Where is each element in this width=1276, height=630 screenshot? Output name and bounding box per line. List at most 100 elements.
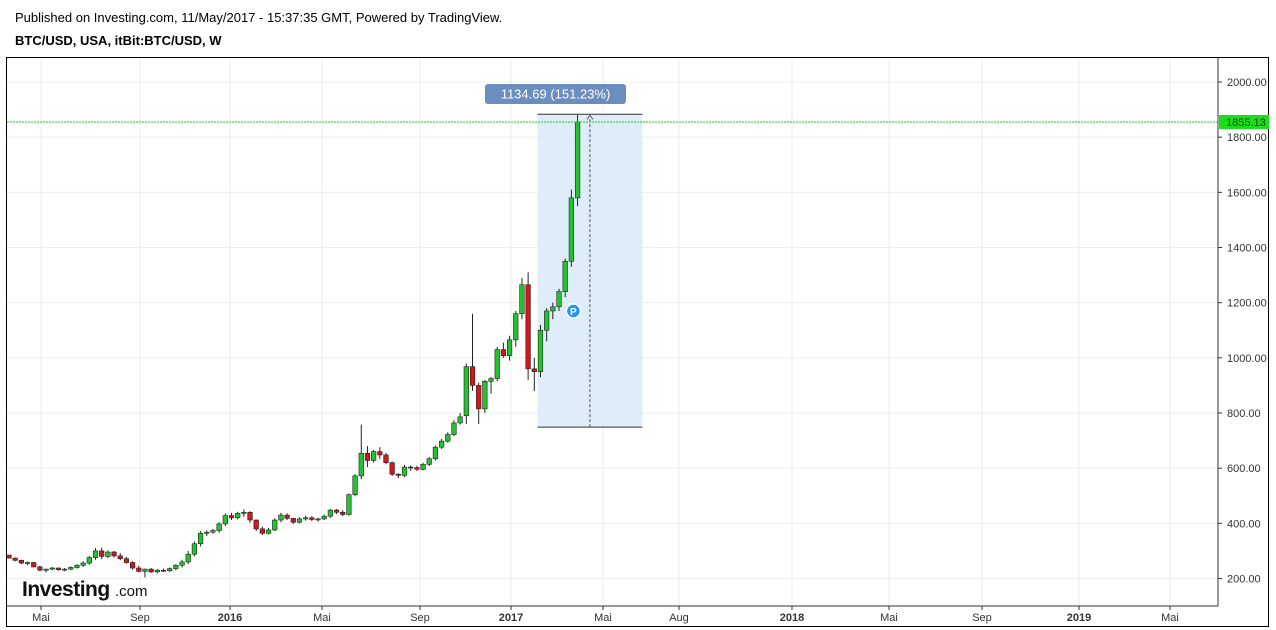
- candle-up: [371, 451, 377, 461]
- candle-up: [24, 562, 31, 564]
- candle-down: [247, 512, 253, 521]
- marker-icon: [565, 303, 582, 319]
- candle-up: [426, 458, 432, 465]
- candle-down: [148, 568, 154, 573]
- candle-down: [130, 562, 136, 569]
- candle-up: [197, 532, 204, 545]
- candle-down: [123, 558, 130, 563]
- candle-down: [408, 466, 414, 469]
- candle-down: [111, 551, 117, 557]
- axes: 2000.00 1800.00 1600.00 1400.00 1200.00 1000.…: [7, 58, 1269, 624]
- y-tick-label: 1200.00: [1227, 298, 1267, 310]
- x-tick-label: Mai: [313, 612, 331, 624]
- candle-up: [358, 452, 364, 477]
- candle-up: [327, 509, 333, 517]
- candle-down: [333, 509, 340, 513]
- marker-label: P: [570, 307, 577, 318]
- candle-down: [18, 559, 24, 564]
- x-tick-label: Sep: [410, 612, 430, 624]
- y-tick-label: 1400.00: [1227, 243, 1267, 255]
- x-tick-label: Sep: [130, 612, 150, 624]
- candle-up: [321, 515, 327, 520]
- logo-domain: .com: [115, 583, 148, 600]
- candle-up: [265, 529, 272, 534]
- candle-up: [556, 291, 562, 308]
- x-tick-label: Mai: [880, 612, 898, 624]
- candle-up: [550, 306, 556, 312]
- candle-down: [309, 517, 315, 520]
- candle-up: [482, 380, 488, 410]
- x-tick-label: 2018: [780, 612, 804, 624]
- candle-down: [228, 515, 235, 519]
- candle-down: [377, 451, 383, 456]
- candle-up: [154, 569, 160, 573]
- y-tick-label: 1000.00: [1227, 353, 1267, 365]
- candle-down: [259, 528, 265, 534]
- candle-up: [210, 530, 216, 533]
- candle-up: [179, 561, 185, 566]
- chart-frame[interactable]: [6, 57, 1269, 627]
- candle-up: [235, 513, 241, 519]
- candle-up: [544, 310, 550, 331]
- candle-up: [272, 519, 278, 531]
- candle-down: [99, 550, 105, 557]
- candle-up: [488, 378, 494, 382]
- measure-label: 1134.69 (151.23%): [501, 87, 611, 102]
- candle-down: [12, 557, 18, 561]
- candle-down: [340, 512, 346, 515]
- x-tick-label: Sep: [972, 612, 992, 624]
- x-tick-label: Mai: [1161, 612, 1179, 624]
- candle-up: [173, 564, 179, 569]
- candle-up: [494, 349, 500, 379]
- candle-up: [519, 284, 525, 315]
- candle-up: [401, 466, 408, 476]
- candle-up: [568, 197, 574, 262]
- x-tick-label: Aug: [669, 612, 689, 624]
- candle-down: [395, 473, 401, 476]
- candle-up: [86, 557, 92, 564]
- candle-up: [167, 568, 173, 572]
- candle-up: [346, 494, 352, 515]
- candle-up: [420, 464, 426, 470]
- last-price-label: 1855.13: [1226, 117, 1266, 129]
- candle-up: [68, 567, 74, 570]
- candle-down: [37, 566, 43, 571]
- candle-up: [43, 568, 49, 571]
- y-tick-label: 400.00: [1227, 518, 1261, 530]
- candle-up: [80, 562, 86, 566]
- candle-up: [432, 446, 439, 460]
- candle-up: [222, 515, 228, 525]
- candle-down: [6, 554, 12, 559]
- y-tick-label: 2000.00: [1227, 77, 1267, 89]
- candlesticks: P: [6, 115, 582, 578]
- x-tick-label: Mai: [594, 612, 612, 624]
- candle-down: [414, 467, 420, 470]
- candle-up: [445, 434, 451, 442]
- candle-down: [253, 519, 259, 530]
- candle-down: [500, 349, 507, 356]
- measure-arrowhead: [586, 114, 594, 120]
- candle-down: [383, 454, 389, 463]
- candle-down: [531, 368, 537, 372]
- candle-down: [55, 567, 62, 570]
- candle-down: [476, 385, 482, 410]
- candle-down: [284, 514, 290, 519]
- x-tick-label: 2016: [218, 612, 242, 624]
- candle-up: [204, 531, 210, 534]
- candle-down: [469, 366, 476, 386]
- last-price-badge: [1219, 114, 1269, 129]
- candle-up: [537, 329, 544, 372]
- candle-down: [525, 284, 531, 370]
- candle-down: [136, 567, 142, 572]
- candle-down: [290, 518, 296, 523]
- candle-up: [296, 518, 303, 523]
- candle-up: [463, 366, 469, 417]
- published-header: Published on Investing.com, 11/May/2017 …: [15, 10, 503, 25]
- y-tick-label: 800.00: [1227, 408, 1261, 420]
- candle-up: [513, 313, 519, 341]
- candle-up: [216, 523, 222, 531]
- candle-down: [117, 555, 123, 559]
- candle-up: [562, 260, 568, 292]
- candle-up: [105, 551, 111, 557]
